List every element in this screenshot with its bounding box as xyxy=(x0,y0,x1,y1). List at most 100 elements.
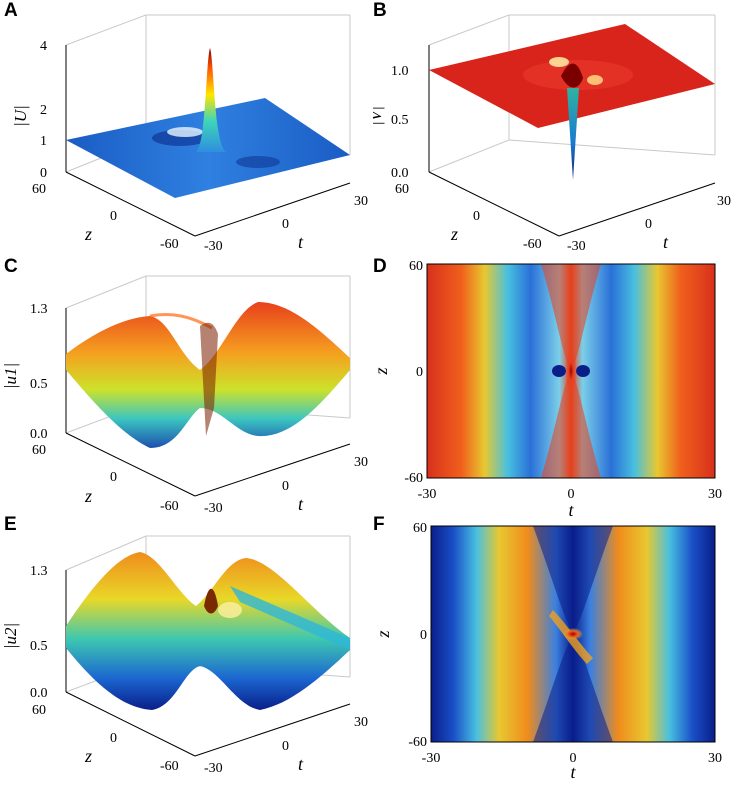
panel-letter: B xyxy=(373,0,387,21)
x-tick: 0 xyxy=(282,479,289,494)
y-tick: 60 xyxy=(395,182,409,197)
y-tick: 0 xyxy=(110,731,117,746)
x-tick: 30 xyxy=(354,715,368,730)
y-tick-labels: 60 0 -60 xyxy=(395,182,542,252)
x-tick: -30 xyxy=(204,761,223,776)
panel-letter: F xyxy=(373,514,385,535)
heatmap-lobe xyxy=(533,526,613,634)
axis-lines xyxy=(428,45,716,237)
y-tick-labels: 60 0 -60 xyxy=(32,182,179,252)
z-tick: 4 xyxy=(40,39,47,54)
z-tick: 0.5 xyxy=(30,377,48,392)
z-tick: 1 xyxy=(40,134,47,149)
y-tick: 0 xyxy=(110,470,117,485)
z-tick: 1.3 xyxy=(30,302,48,317)
heatmap-center xyxy=(565,348,577,394)
surface-plot-a: 4 2 1 0 |U| 60 0 -60 z -30 0 30 t xyxy=(11,14,368,254)
surface-plot-b: 1.0 0.5 0.0 |V| 60 0 -60 z -30 0 30 t xyxy=(366,14,731,254)
z-tick: 1.0 xyxy=(391,64,409,79)
x-tick: 0 xyxy=(645,217,652,232)
surface-defect xyxy=(204,588,218,614)
heatmap-center xyxy=(563,628,583,640)
heatmap-d: 60 0 -60 z -30 0 30 t xyxy=(371,259,722,520)
x-tick: 30 xyxy=(354,194,368,209)
surface-highlight xyxy=(167,127,203,137)
y-tick: 0 xyxy=(420,628,427,643)
y-tick: 60 xyxy=(413,521,427,536)
y-tick: 60 xyxy=(32,443,46,458)
z-tick: 0.5 xyxy=(391,113,409,128)
x-tick: 30 xyxy=(708,487,722,502)
x-tick: 0 xyxy=(570,751,577,766)
z-tick-labels: 1.3 0.5 0.0 xyxy=(30,302,48,442)
z-axis-label: |u2| xyxy=(1,623,20,649)
heatmap-lobe xyxy=(533,634,613,742)
y-tick: 0 xyxy=(473,209,480,224)
y-tick: 0 xyxy=(110,209,117,224)
panel-b: B 1.0 0.5 0.0 xyxy=(366,0,747,258)
x-tick: 0 xyxy=(568,487,575,502)
y-axis-label: z xyxy=(373,630,393,638)
panel-e: E 1.3 0.5 0.0 |u2| xyxy=(0,514,373,781)
surface-highlight xyxy=(218,602,242,618)
y-tick: 0 xyxy=(416,365,423,380)
z-tick: 1.3 xyxy=(30,564,48,579)
x-tick: -30 xyxy=(418,487,437,502)
y-tick: -60 xyxy=(160,759,179,774)
heatmap-lobe xyxy=(541,371,601,478)
z-tick: 0.5 xyxy=(30,639,48,654)
plot-frame xyxy=(430,525,716,743)
x-axis-label: t xyxy=(298,754,304,774)
y-tick-labels: 60 0 -60 xyxy=(32,443,179,514)
x-tick: -30 xyxy=(422,751,441,766)
y-tick-labels: 60 0 -60 xyxy=(404,259,423,486)
x-axis-label: t xyxy=(570,762,576,781)
y-tick: -60 xyxy=(160,237,179,252)
z-tick-labels: 4 2 1 0 xyxy=(40,39,47,181)
x-tick: 0 xyxy=(282,217,289,232)
y-tick: -60 xyxy=(404,471,423,486)
y-axis-label: z xyxy=(84,746,92,766)
y-axis-label: z xyxy=(373,367,391,375)
x-tick: 30 xyxy=(708,751,722,766)
z-axis-label: |V| xyxy=(373,106,385,126)
x-tick-labels: -30 0 30 xyxy=(422,751,722,766)
x-axis-label: t xyxy=(298,232,304,252)
y-axis-label: z xyxy=(84,486,92,506)
y-tick: -60 xyxy=(523,237,542,252)
y-tick-labels: 60 0 -60 xyxy=(32,703,179,774)
surface-plot-e: 1.3 0.5 0.0 |u2| 60 0 -60 z -30 0 30 t xyxy=(1,535,368,776)
x-tick-labels: -30 0 30 xyxy=(204,715,368,776)
panel-d: D xyxy=(371,256,747,520)
z-tick: 0.0 xyxy=(391,166,409,181)
surface-peak xyxy=(196,48,226,152)
x-tick-labels: -30 0 30 xyxy=(204,194,368,254)
y-axis-label: z xyxy=(450,224,458,244)
surface-wave xyxy=(66,552,350,710)
y-tick: -60 xyxy=(160,499,179,514)
x-tick: 30 xyxy=(354,455,368,470)
x-tick: 0 xyxy=(282,739,289,754)
panel-a: A 4 2 xyxy=(0,0,373,258)
z-tick: 2 xyxy=(40,103,47,118)
surface-spike xyxy=(567,88,579,180)
surface-band xyxy=(230,586,350,650)
surface-plot-c: 1.3 0.5 0.0 |u1| 60 0 -60 z -30 0 30 t xyxy=(1,275,368,516)
surface-dip xyxy=(236,156,280,168)
x-tick: -30 xyxy=(567,239,586,254)
z-axis-label: |U| xyxy=(11,105,30,127)
axis-lines xyxy=(65,45,351,237)
y-axis-label: z xyxy=(84,224,92,244)
z-tick: 0.0 xyxy=(30,686,48,701)
y-tick: 60 xyxy=(409,259,423,274)
z-tick: 0.0 xyxy=(30,427,48,442)
surface-defect xyxy=(200,322,218,436)
y-tick: 60 xyxy=(32,703,46,718)
z-axis-label: |u1| xyxy=(1,363,20,389)
panel-c: C 1.3 0.5 0.0 |u1| xyxy=(0,256,373,520)
x-tick-labels: -30 0 30 xyxy=(204,455,368,516)
x-axis-label: t xyxy=(663,232,669,252)
plot-frame xyxy=(426,263,716,479)
x-tick: -30 xyxy=(204,501,223,516)
z-tick-labels: 1.0 0.5 0.0 xyxy=(391,64,409,181)
